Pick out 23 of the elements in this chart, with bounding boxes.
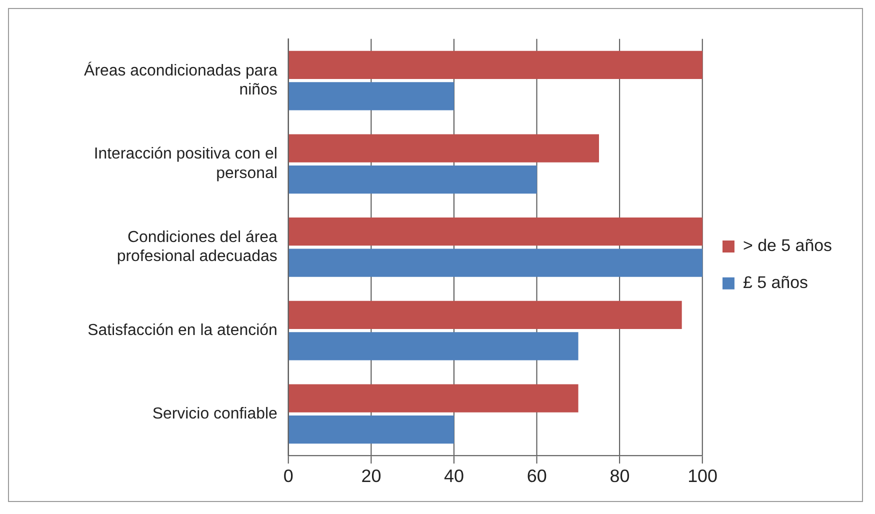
bar	[288, 415, 454, 444]
bar	[288, 248, 703, 277]
legend-label: > de 5 años	[742, 236, 832, 256]
bar	[288, 134, 599, 162]
bar	[288, 384, 578, 412]
y-tick-label: Áreas acondicionadas para niños	[84, 61, 278, 98]
legend-label: £ 5 años	[742, 273, 808, 292]
x-tick-label: 60	[526, 466, 547, 486]
x-tick-label: 20	[361, 466, 382, 486]
x-tick-label: 0	[283, 466, 294, 486]
y-tick-label: Interacción positiva con el personal	[94, 146, 278, 182]
bar	[288, 165, 537, 194]
bar	[288, 300, 682, 330]
bar	[288, 82, 454, 110]
bar	[288, 218, 703, 246]
bar	[288, 50, 703, 79]
y-tick-label: Satisfacción en la atención	[88, 322, 278, 339]
y-tick-label: Servicio confiable	[152, 405, 278, 422]
x-tick-label: 100	[688, 466, 718, 486]
bar	[288, 332, 578, 360]
x-tick-label: 40	[444, 466, 464, 486]
y-tick-label: Condiciones del área profesional adecuadas	[116, 229, 278, 266]
x-tick-label: 80	[610, 466, 630, 486]
